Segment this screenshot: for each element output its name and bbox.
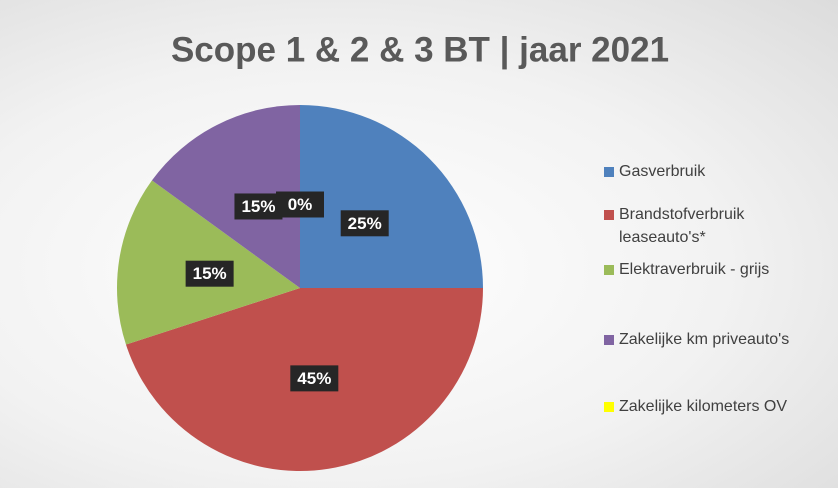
legend-entry: Zakelijke kilometers OV xyxy=(604,395,834,418)
legend-entry: Brandstofverbruik leaseauto's* xyxy=(604,203,834,249)
legend-swatch xyxy=(604,210,614,220)
data-label: 45% xyxy=(297,369,331,388)
legend-entry: Elektraverbruik - grijs xyxy=(604,258,834,281)
legend-label: Brandstofverbruik leaseauto's* xyxy=(619,206,745,246)
data-label: 15% xyxy=(193,264,227,283)
legend-entry: Zakelijke km priveauto's xyxy=(604,328,834,351)
legend-label: Zakelijke km priveauto's xyxy=(619,331,790,348)
legend-swatch xyxy=(604,335,614,345)
data-label: 0% xyxy=(288,195,313,214)
data-label-box xyxy=(234,193,283,220)
legend-entry: Gasverbruik xyxy=(604,160,834,183)
legend-swatch xyxy=(604,402,614,412)
legend-label: Zakelijke kilometers OV xyxy=(619,398,788,415)
legend-label: Elektraverbruik - grijs xyxy=(619,261,770,278)
data-label-box xyxy=(276,191,324,218)
data-label-box xyxy=(290,365,339,392)
pie-slice xyxy=(151,105,300,288)
chart-title: Scope 1 & 2 & 3 BT | jaar 2021 xyxy=(171,30,669,69)
legend-label: Gasverbruik xyxy=(619,163,706,180)
data-label-box xyxy=(185,260,234,287)
pie-slice xyxy=(300,105,483,288)
data-label: 25% xyxy=(348,214,382,233)
data-label-box xyxy=(340,210,389,237)
legend-swatch xyxy=(604,167,614,177)
legend-swatch xyxy=(604,265,614,275)
data-label: 15% xyxy=(241,197,275,216)
